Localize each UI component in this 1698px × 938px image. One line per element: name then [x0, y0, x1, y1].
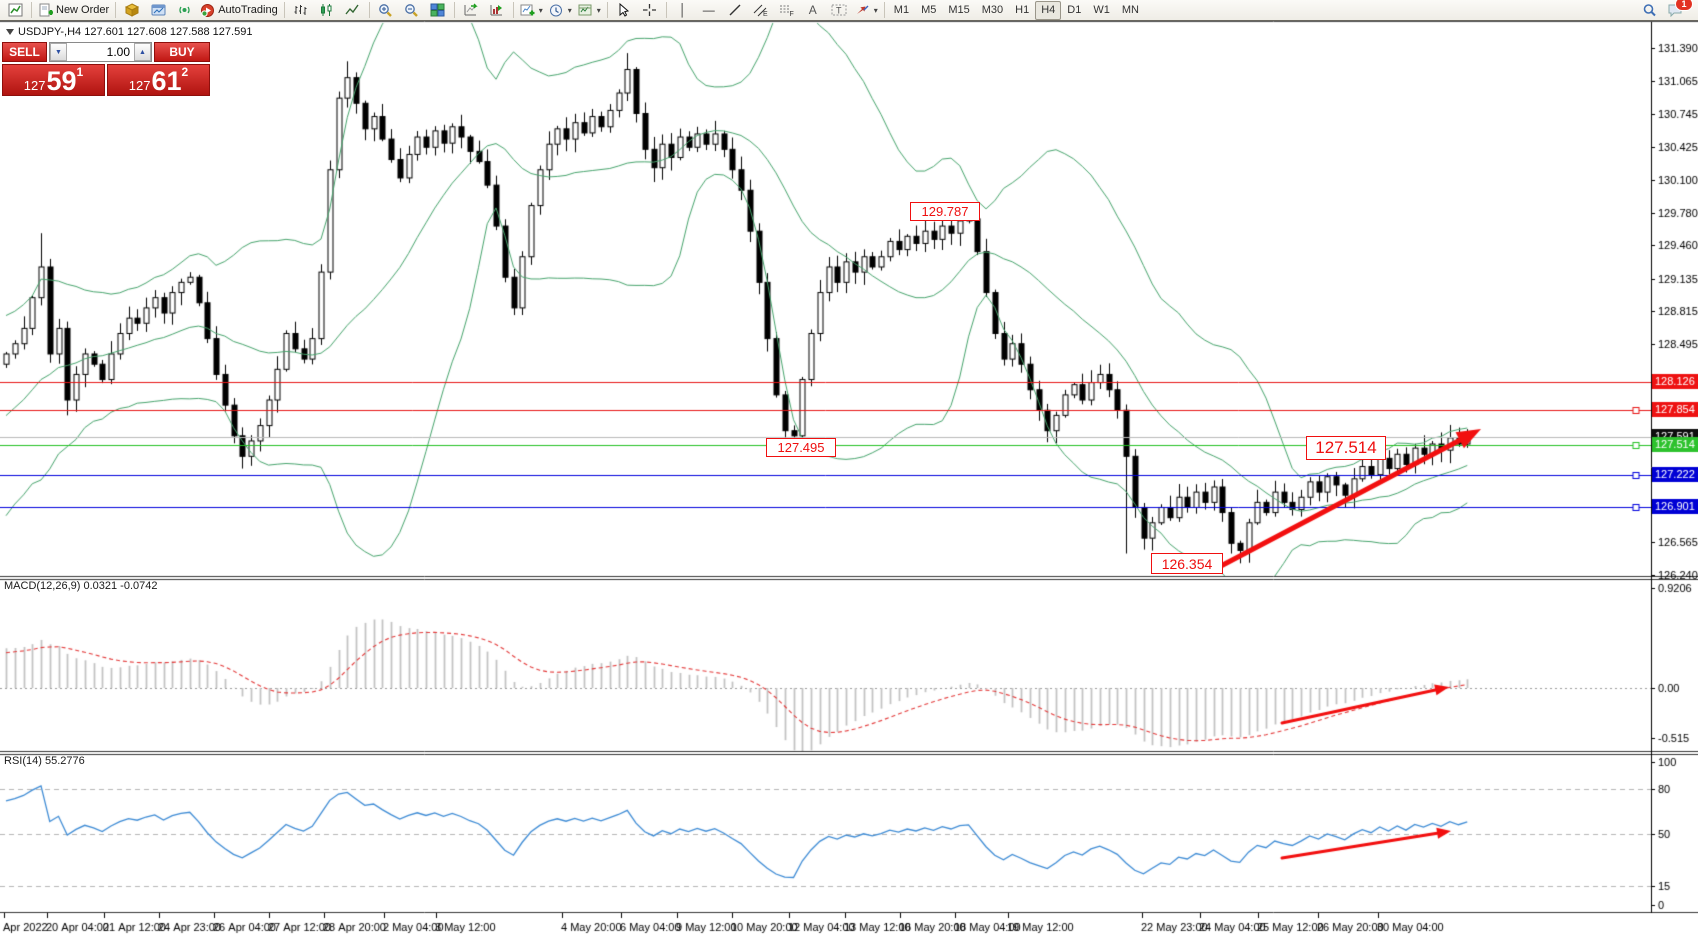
text-icon[interactable]: A	[808, 3, 817, 17]
new-order-label: New Order	[56, 4, 110, 16]
new-order-icon	[39, 3, 53, 16]
rsi-label: RSI(14) 55.2776	[4, 755, 85, 767]
add-indicator-button[interactable]: ▾	[517, 0, 546, 20]
one-click-trading-panel: SELL ▼ 1.00 ▲ BUY 127 59 1 127 61 2	[2, 42, 210, 96]
divider	[606, 2, 608, 18]
svg-text:E: E	[763, 11, 768, 17]
crosshair-icon[interactable]	[637, 0, 663, 20]
price-annotation[interactable]: 127.514	[1306, 436, 1386, 460]
volume-stepper: ▼ 1.00 ▲	[49, 42, 152, 62]
tile-windows-icon[interactable]	[425, 0, 451, 20]
candlestick-chart-icon[interactable]	[314, 0, 340, 20]
divider	[512, 2, 514, 18]
sell-price-pips: 59	[46, 66, 77, 96]
chat-icon[interactable]: 1	[1662, 0, 1693, 20]
market-watch-icon[interactable]	[119, 0, 145, 20]
autotrading-icon	[201, 3, 215, 17]
price-annotation[interactable]: 126.354	[1151, 553, 1223, 574]
buy-price-point: 2	[181, 65, 189, 79]
price-annotation[interactable]: 129.787	[910, 202, 980, 221]
dropdown-caret: ▾	[538, 5, 543, 15]
vertical-line-icon[interactable]: │	[679, 3, 687, 17]
autotrading-label: AutoTrading	[218, 4, 278, 16]
sell-button[interactable]: SELL	[2, 42, 47, 62]
dropdown-caret: ▾	[567, 5, 572, 15]
arrows-icon	[856, 5, 869, 14]
buy-button[interactable]: BUY	[154, 42, 210, 62]
chart-window-icon[interactable]	[2, 0, 28, 20]
divider	[283, 2, 285, 18]
buy-price[interactable]: 127 61 2	[107, 64, 210, 96]
channel-icon[interactable]: E	[748, 0, 774, 20]
add-indicator-icon	[520, 4, 535, 16]
divider	[883, 2, 885, 18]
bar-chart-icon[interactable]	[288, 0, 314, 20]
fibonacci-icon[interactable]: F	[774, 0, 800, 20]
symbol-ohlc-text: USDJPY-,H4 127.601 127.608 127.588 127.5…	[18, 26, 253, 38]
tab-timeframe-w1[interactable]: W1	[1093, 4, 1110, 16]
auto-scroll-icon[interactable]	[484, 0, 510, 20]
line-chart-icon[interactable]	[340, 0, 366, 20]
tab-timeframe-d1[interactable]: D1	[1067, 4, 1082, 16]
divider	[115, 2, 117, 18]
sell-price-point: 1	[76, 65, 84, 79]
arrows-button[interactable]: ▾	[852, 0, 881, 20]
data-window-icon[interactable]	[145, 0, 171, 20]
macd-label: MACD(12,26,9) 0.0321 -0.0742	[4, 580, 158, 592]
tab-timeframe-mn[interactable]: MN	[1121, 4, 1139, 16]
chart-symbol-icon	[6, 29, 14, 35]
sell-price[interactable]: 127 59 1	[2, 64, 105, 96]
volume-increase-button[interactable]: ▲	[134, 43, 151, 61]
tab-timeframe-h1[interactable]: H1	[1015, 4, 1030, 16]
dropdown-caret: ▾	[873, 5, 878, 15]
trendline-icon[interactable]	[722, 0, 748, 20]
periods-button[interactable]: ▾	[546, 0, 575, 20]
templates-button[interactable]: ▾	[575, 0, 604, 20]
tab-timeframe-h4[interactable]: H4	[1035, 0, 1062, 20]
tab-timeframe-m5[interactable]: M5	[921, 4, 937, 16]
sell-price-figure: 127	[23, 78, 46, 93]
zoom-out-icon[interactable]	[399, 0, 425, 20]
tab-timeframe-m30[interactable]: M30	[981, 4, 1004, 16]
price-annotation[interactable]: 127.495	[766, 438, 836, 457]
symbol-info: USDJPY-,H4 127.601 127.608 127.588 127.5…	[6, 26, 252, 38]
text-label-icon[interactable]: T	[826, 0, 852, 20]
horizontal-line-icon[interactable]: —	[702, 3, 715, 17]
new-order-button[interactable]: New Order	[35, 0, 112, 20]
zoom-in-icon[interactable]	[373, 0, 399, 20]
volume-decrease-button[interactable]: ▼	[50, 43, 67, 61]
svg-text:F: F	[790, 11, 794, 17]
buy-price-pips: 61	[151, 66, 182, 96]
signals-icon[interactable]	[171, 0, 197, 20]
periods-icon	[549, 4, 562, 16]
cursor-icon[interactable]	[611, 0, 637, 20]
tab-timeframe-m15[interactable]: M15	[948, 4, 970, 16]
svg-text:T: T	[836, 6, 842, 16]
search-icon[interactable]	[1636, 0, 1662, 20]
divider	[31, 2, 32, 18]
toolbar: New Order AutoTrading	[0, 0, 1698, 21]
templates-icon	[578, 4, 592, 16]
divider	[453, 2, 455, 18]
notification-badge: 1	[1675, 0, 1693, 11]
divider	[368, 2, 370, 18]
buy-price-figure: 127	[128, 78, 151, 93]
divider	[665, 2, 667, 18]
dropdown-caret: ▾	[596, 5, 601, 15]
tab-timeframe-m1[interactable]: M1	[893, 4, 910, 16]
autotrading-button[interactable]: AutoTrading	[197, 0, 281, 20]
shift-chart-icon[interactable]	[458, 0, 484, 20]
volume-value[interactable]: 1.00	[67, 43, 134, 61]
